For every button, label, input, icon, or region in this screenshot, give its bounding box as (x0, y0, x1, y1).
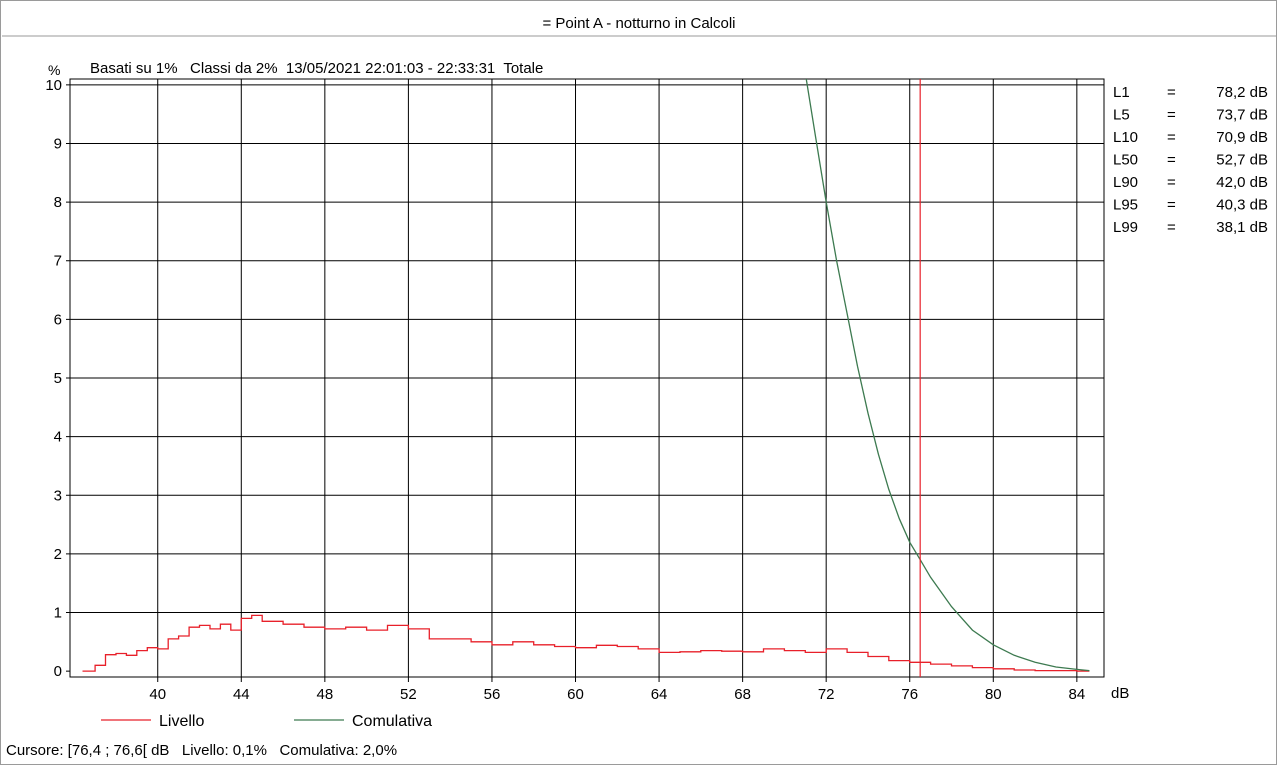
x-tick-label: 52 (400, 686, 417, 703)
y-tick-label: 0 (54, 663, 62, 680)
stat-eq: = (1167, 219, 1176, 236)
stat-label: L10 (1113, 129, 1138, 146)
x-axis-ticks: 40 44 48 52 56 60 64 68 72 76 80 84 (149, 677, 1085, 703)
x-tick-label: 44 (233, 686, 250, 703)
series-livello (82, 614, 1090, 672)
legend-label-comulativa: Comulativa (352, 713, 432, 730)
x-tick-label: 56 (484, 686, 501, 703)
info-line: Basati su 1% Classi da 2% 13/05/2021 22:… (90, 60, 543, 77)
y-tick-label: 3 (54, 487, 62, 504)
stat-label: L5 (1113, 107, 1130, 124)
x-tick-label: 48 (317, 686, 334, 703)
stat-eq: = (1167, 197, 1176, 214)
stat-eq: = (1167, 84, 1176, 101)
y-unit-label: % (48, 62, 60, 78)
y-tick-label: 7 (54, 253, 62, 270)
window-title: = Point A - notturno in Calcoli (542, 15, 735, 32)
legend-label-livello: Livello (159, 713, 204, 730)
grid (70, 79, 1104, 677)
y-tick-label: 6 (54, 311, 62, 328)
stat-value: 52,7 dB (1216, 152, 1268, 169)
x-tick-label: 84 (1069, 686, 1086, 703)
stat-value: 78,2 dB (1216, 84, 1268, 101)
stats-panel: L1 = 78,2 dB L5 = 73,7 dB L10 = 70,9 dB L50 = 52,7 … (1113, 84, 1268, 236)
x-tick-label: 60 (567, 686, 584, 703)
stat-eq: = (1167, 129, 1176, 146)
stat-value: 70,9 dB (1216, 129, 1268, 146)
y-tick-label: 2 (54, 546, 62, 563)
legend: Livello Comulativa (101, 713, 432, 730)
y-tick-label: 8 (54, 194, 62, 211)
x-tick-label: 72 (818, 686, 835, 703)
y-tick-label: 4 (54, 429, 62, 446)
stat-label: L99 (1113, 219, 1138, 236)
x-tick-label: 40 (149, 686, 166, 703)
x-axis-unit: dB (1111, 685, 1129, 702)
stat-value: 42,0 dB (1216, 174, 1268, 191)
stat-label: L1 (1113, 84, 1130, 101)
x-tick-label: 80 (985, 686, 1002, 703)
stat-value: 40,3 dB (1216, 197, 1268, 214)
stat-value: 38,1 dB (1216, 219, 1268, 236)
y-tick-label: 1 (54, 605, 62, 622)
stat-eq: = (1167, 152, 1176, 169)
x-tick-label: 76 (901, 686, 918, 703)
stat-label: L50 (1113, 152, 1138, 169)
y-tick-label: 5 (54, 370, 62, 387)
stat-label: L90 (1113, 174, 1138, 191)
stat-eq: = (1167, 174, 1176, 191)
y-tick-label: 9 (54, 135, 62, 152)
stat-value: 73,7 dB (1216, 107, 1268, 124)
x-tick-label: 68 (734, 686, 751, 703)
cursor-status: Cursore: [76,4 ; 76,6[ dB Livello: 0,1% … (6, 742, 397, 759)
x-tick-label: 64 (651, 686, 668, 703)
stat-eq: = (1167, 107, 1176, 124)
stat-label: L95 (1113, 197, 1138, 214)
y-tick-label: 10 (45, 77, 62, 94)
y-axis-ticks: 0 1 2 3 4 5 6 7 8 9 10 (45, 77, 70, 680)
